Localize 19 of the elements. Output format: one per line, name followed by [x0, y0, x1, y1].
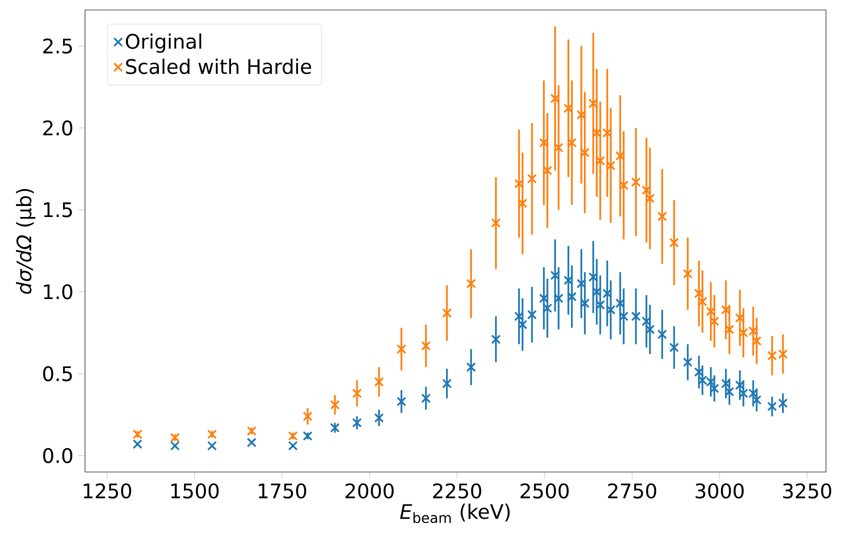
x-tick-label: 3250	[783, 483, 832, 498]
x-tick-label: 2500	[520, 483, 569, 498]
x-tick-label: 2250	[433, 483, 482, 498]
y-axis-title: dσ/dΩ (μb)	[16, 188, 36, 294]
x-tick-label: 2000	[346, 483, 394, 498]
legend-label: Scaled with Hardie	[126, 58, 312, 74]
y-tick-label: 2.5	[43, 38, 72, 54]
x-tick-label: 1750	[258, 483, 306, 498]
y-tick-label: 2.0	[43, 120, 72, 136]
x-tick-label: 1250	[84, 483, 132, 498]
x-tick-label: 1500	[171, 483, 219, 498]
x-tick-label: 2750	[608, 483, 656, 498]
x-axis-title: E$_{beam}$ (keV)	[400, 504, 510, 524]
y-tick-label: 1.0	[44, 284, 72, 300]
y-tick-label: 0.5	[43, 366, 72, 382]
x-tick-label: 3000	[696, 483, 744, 498]
y-tick-label: 1.5	[44, 202, 72, 218]
y-tick-label: 0.0	[43, 448, 72, 464]
legend-label: Original	[126, 33, 202, 53]
